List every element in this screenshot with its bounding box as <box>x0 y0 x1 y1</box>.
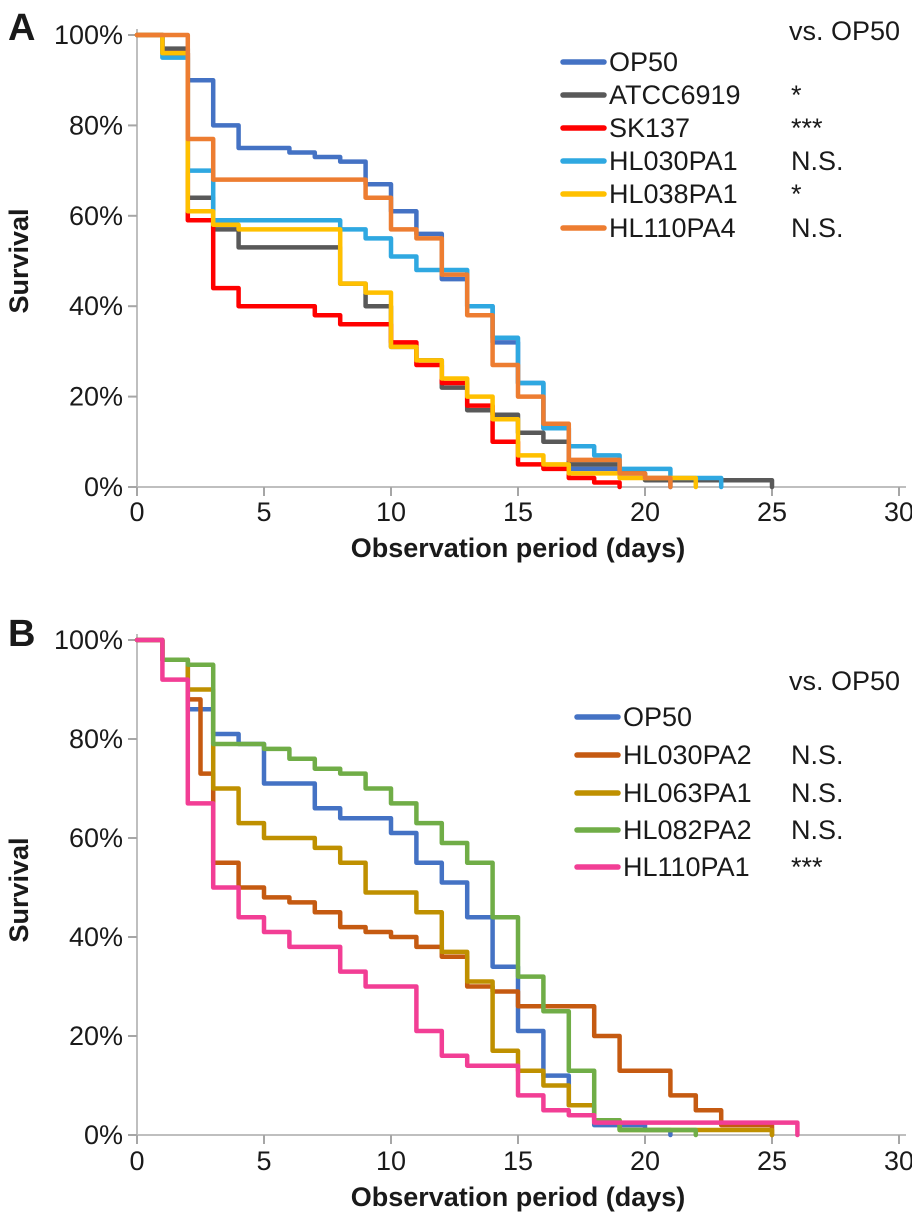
panel-b-y-tick-label: 20% <box>69 1021 123 1051</box>
panel-b-x-tick-label: 30 <box>884 1146 912 1176</box>
panel-a-y-tick-label: 100% <box>54 20 123 50</box>
panel-a-letter: A <box>8 7 35 49</box>
panel-a-legend-label-hl030pa1: HL030PA1 <box>609 146 738 176</box>
panel-a-y-tick-label: 60% <box>69 201 123 231</box>
panel-b-y-axis-title: Survival <box>4 837 34 942</box>
panel-a-legend-label-hl110pa4: HL110PA4 <box>609 213 736 243</box>
panel-b-curve-hl110pa1 <box>134 637 800 1138</box>
panel-a-y-tick-label: 40% <box>69 291 123 321</box>
panel-a-x-tick-label: 25 <box>757 497 787 527</box>
panel-b-legend-label-hl110pa1: HL110PA1 <box>623 852 750 882</box>
panel-a-x-tick-label: 20 <box>630 497 660 527</box>
panel-a-curve-op50 <box>134 32 673 490</box>
panel-b-x-tick-label: 10 <box>376 1146 406 1176</box>
panel-a-curve-hl110pa4 <box>134 32 673 490</box>
panel-a-legend-label-atcc6919: ATCC6919 <box>609 80 741 110</box>
panel-a-x-tick-label: 5 <box>256 497 271 527</box>
panel-b-x-tick-label: 0 <box>129 1146 144 1176</box>
panel-b-x-tick-label: 5 <box>256 1146 271 1176</box>
panel-a-significance-atcc6919: * <box>791 80 802 110</box>
panel-b-y-tick-label: 40% <box>69 922 123 952</box>
panel-b-legend-label-hl063pa1: HL063PA1 <box>623 778 752 808</box>
panel-b-y-tick-label: 100% <box>54 625 123 655</box>
panel-b-legend-label-hl030pa2: HL030PA2 <box>623 740 752 770</box>
panel-a-legend-label-op50: OP50 <box>609 47 678 77</box>
panel-a-x-tick-label: 10 <box>376 497 406 527</box>
panel-b-y-tick-label: 60% <box>69 823 123 853</box>
panel-b-significance-hl030pa2: N.S. <box>791 740 844 770</box>
panel-a-y-tick-label: 80% <box>69 110 123 140</box>
panel-b-y-tick-label: 80% <box>69 724 123 754</box>
panel-a-x-axis-title: Observation period (days) <box>351 533 686 563</box>
panel-a-x-tick-label: 30 <box>884 497 912 527</box>
panel-a-curve-sk137 <box>134 32 622 490</box>
panel-b-significance-hl110pa1: *** <box>791 852 823 882</box>
panel-a-legend-label-hl038pa1: HL038PA1 <box>609 179 738 209</box>
panel-b-significance-hl063pa1: N.S. <box>791 778 844 808</box>
panel-a-y-tick-label: 0% <box>84 472 123 502</box>
panel-a-significance-hl038pa1: * <box>791 179 802 209</box>
panel-a-x-tick-label: 15 <box>503 497 533 527</box>
panel-b-x-tick-label: 15 <box>503 1146 533 1176</box>
panel-b-y-tick-label: 0% <box>84 1120 123 1150</box>
panel-a-y-axis-title: Survival <box>4 208 34 313</box>
panel-b-x-tick-label: 20 <box>630 1146 660 1176</box>
panel-a-legend-label-sk137: SK137 <box>609 113 690 143</box>
panel-a-significance-sk137: *** <box>791 113 823 143</box>
panel-a-significance-hl110pa4: N.S. <box>791 213 844 243</box>
panel-b-significance-hl082pa2: N.S. <box>791 815 844 845</box>
panel-a-x-tick-label: 0 <box>129 497 144 527</box>
panel-b-legend-label-hl082pa2: HL082PA2 <box>623 815 752 845</box>
panel-b-legend-header: vs. OP50 <box>789 666 900 696</box>
panel-a-curve-hl038pa1 <box>134 32 699 490</box>
panel-b-curve-hl082pa2 <box>134 637 699 1138</box>
panel-b-x-tick-label: 25 <box>757 1146 787 1176</box>
panel-a-y-tick-label: 20% <box>69 382 123 412</box>
panel-a-significance-hl030pa1: N.S. <box>791 146 844 176</box>
panel-b-x-axis-title: Observation period (days) <box>351 1182 686 1212</box>
panel-b-legend-label-op50: OP50 <box>623 702 692 732</box>
panel-a-legend-header: vs. OP50 <box>789 16 900 46</box>
panel-b-letter: B <box>8 613 35 655</box>
panel-b-curve-hl063pa1 <box>134 637 775 1138</box>
